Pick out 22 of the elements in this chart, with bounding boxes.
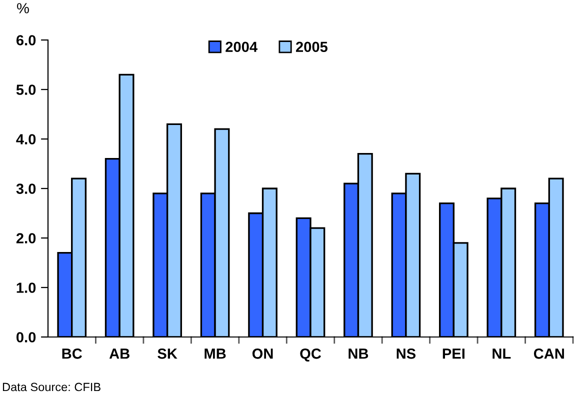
y-tick-label: 3.0	[16, 184, 36, 194]
x-tick-label: MB	[204, 348, 226, 359]
x-tick-label: NB	[348, 348, 368, 359]
x-tick-label: PEI	[442, 348, 464, 359]
y-tick-label: 0.0	[16, 332, 36, 342]
x-tick-label: NS	[396, 348, 416, 359]
y-tick-label: 2.0	[16, 233, 36, 244]
y-tick-label: 6.0	[16, 35, 36, 46]
y-tick-label: 5.0	[16, 84, 36, 95]
x-tick-label: AB	[109, 348, 130, 359]
x-tick-label: ON	[252, 348, 273, 359]
y-tick-label: 4.0	[16, 134, 36, 144]
x-tick-label: CAN	[534, 348, 564, 359]
x-tick-label: BC	[62, 348, 82, 359]
x-tick-label: SK	[158, 348, 178, 359]
x-tick-label: NL	[492, 348, 511, 359]
x-tick-label: QC	[300, 348, 322, 362]
source-note: Data Source: CFIB	[2, 382, 100, 392]
legend-label: 2004	[226, 42, 258, 52]
y-tick-label: 1.0	[16, 282, 36, 293]
legend-label: 2005	[296, 42, 328, 52]
y-axis-title: %	[17, 3, 29, 14]
